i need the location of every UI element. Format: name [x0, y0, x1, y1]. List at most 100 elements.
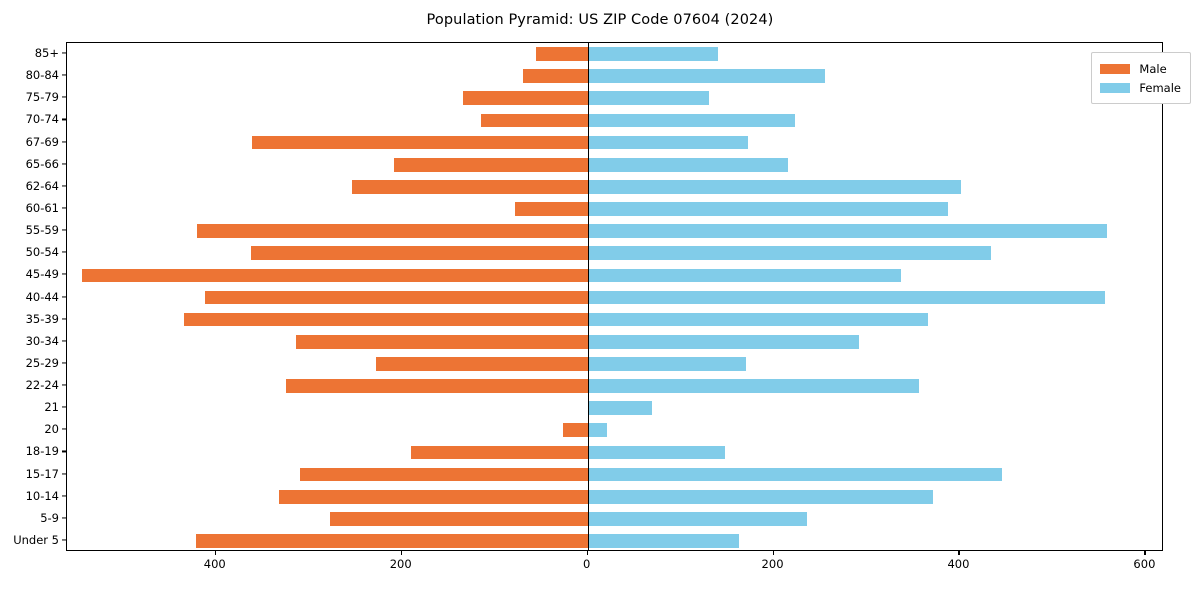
bar-male — [251, 246, 588, 261]
y-axis-tick-mark — [62, 52, 66, 54]
y-axis-tick-label: 75-79 — [25, 90, 59, 105]
bar-row — [67, 511, 1162, 526]
y-axis-tick-label: 5-9 — [40, 510, 59, 525]
y-axis-tick-labels: 85+ 80-84 75-79 70-74 67-69 65-66 62-64 60-61 55… — [0, 42, 59, 551]
y-axis-tick-mark — [62, 384, 66, 386]
bar-row — [67, 334, 1162, 349]
bar-male — [562, 423, 588, 438]
bar-female — [587, 534, 740, 548]
bar-female — [587, 224, 1108, 238]
bar-female — [587, 445, 726, 460]
y-axis-tick-mark — [62, 406, 66, 408]
legend-label: Female — [1139, 80, 1181, 95]
bar-male — [463, 91, 588, 106]
bar-female — [587, 357, 746, 371]
y-axis-tick-label: 55-59 — [25, 223, 59, 238]
bar-male — [286, 379, 588, 393]
bar-row — [67, 135, 1162, 150]
bars-layer — [67, 43, 1162, 550]
bar-female — [587, 379, 920, 393]
bar-female — [587, 202, 949, 216]
bar-male — [352, 179, 588, 194]
y-axis-tick-mark — [62, 472, 66, 475]
bar-male — [394, 157, 588, 172]
chart-legend: Male Female — [1091, 52, 1191, 104]
y-axis-tick-label: 45-49 — [25, 267, 59, 282]
y-axis-tick-mark — [62, 163, 66, 165]
bar-row — [67, 69, 1162, 84]
chart-title: Population Pyramid: US ZIP Code 07604 (2… — [426, 12, 774, 28]
y-axis-tick-mark — [62, 96, 66, 98]
y-axis-tick-mark — [62, 229, 66, 231]
bar-male — [252, 135, 588, 150]
y-axis-tick-label: 35-39 — [25, 311, 59, 326]
bar-female — [587, 157, 789, 172]
bar-row — [67, 157, 1162, 172]
bar-row — [67, 312, 1162, 327]
bar-row — [67, 202, 1162, 216]
bar-male — [278, 489, 588, 504]
bar-female — [587, 113, 795, 128]
bar-female — [587, 135, 749, 150]
legend-entry[interactable]: Male — [1100, 59, 1181, 78]
y-axis-tick-mark — [62, 118, 66, 120]
bar-row — [67, 47, 1162, 61]
x-axis-tick-mark — [958, 551, 960, 555]
bar-male — [480, 113, 588, 128]
y-axis-tick-mark — [62, 495, 66, 497]
zero-axis-line — [587, 43, 589, 550]
bar-female — [587, 246, 992, 261]
bar-female — [587, 47, 718, 61]
bar-row — [67, 290, 1162, 305]
bar-male — [81, 268, 588, 283]
y-axis-tick-label: 65-66 — [25, 156, 59, 171]
bar-male — [515, 202, 588, 216]
bar-female — [587, 511, 807, 526]
bar-female — [587, 312, 928, 327]
x-axis-tick-label: 600 — [1133, 557, 1156, 571]
y-axis-tick-mark — [62, 251, 66, 253]
y-axis-tick-mark — [62, 428, 66, 430]
bar-row — [67, 489, 1162, 504]
y-axis-tick-label: Under 5 — [13, 532, 59, 547]
x-axis-tick-label: 0 — [582, 557, 591, 571]
y-axis-tick-mark — [62, 74, 66, 76]
bar-male — [295, 334, 588, 349]
bar-female — [587, 334, 860, 349]
y-axis-tick-label: 18-19 — [25, 444, 59, 459]
bar-male — [375, 357, 588, 371]
legend-swatch — [1100, 82, 1131, 93]
plot-area — [66, 42, 1163, 551]
bar-male — [522, 69, 588, 84]
y-axis-tick-mark — [62, 539, 66, 541]
bar-row — [67, 401, 1162, 415]
legend-swatch — [1100, 63, 1131, 74]
y-axis-tick-label: 85+ — [34, 46, 59, 61]
bar-female — [587, 423, 608, 438]
bar-row — [67, 113, 1162, 128]
bar-male — [300, 467, 588, 482]
legend-entry[interactable]: Female — [1100, 78, 1181, 97]
bar-male — [330, 511, 588, 526]
bar-row — [67, 467, 1162, 482]
bar-row — [67, 224, 1162, 238]
bar-male — [184, 312, 588, 327]
x-axis-tick-mark — [772, 551, 774, 555]
y-axis-tick-mark — [62, 450, 66, 452]
y-axis-tick-mark — [62, 517, 66, 519]
bar-male — [196, 534, 588, 548]
bar-row — [67, 91, 1162, 106]
y-axis-tick-label: 10-14 — [25, 488, 59, 503]
y-axis-tick-mark — [62, 185, 66, 187]
bar-female — [587, 489, 934, 504]
bar-male — [410, 445, 588, 460]
bar-female — [587, 69, 825, 84]
y-axis-tick-label: 50-54 — [25, 245, 59, 260]
bar-female — [587, 401, 652, 415]
bar-female — [587, 268, 901, 283]
y-axis-tick-mark — [62, 318, 66, 320]
y-axis-tick-label: 30-34 — [25, 333, 59, 348]
bar-row — [67, 445, 1162, 460]
bar-row — [67, 423, 1162, 438]
